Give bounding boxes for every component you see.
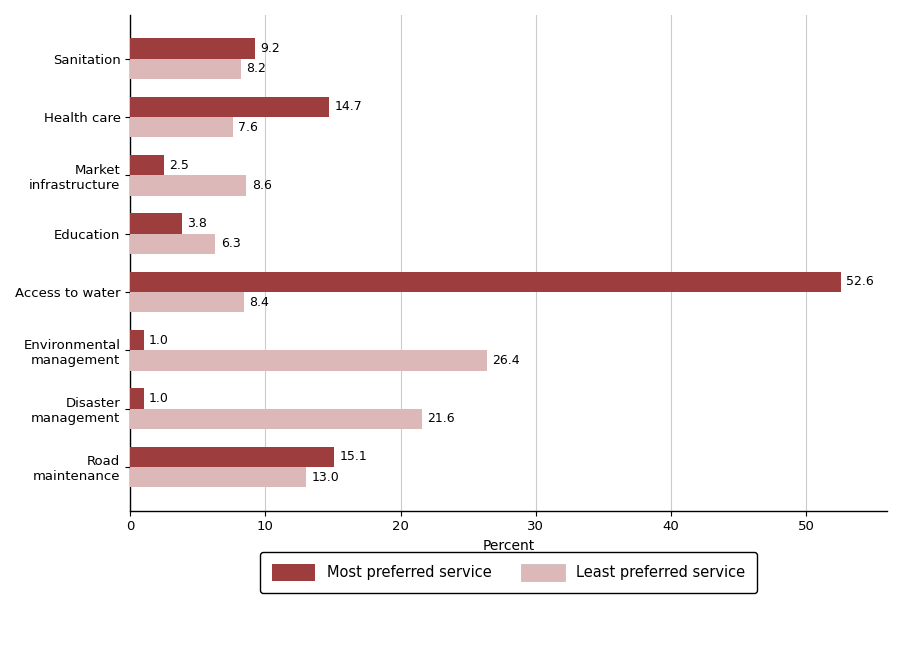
Bar — [130, 39, 254, 59]
Text: 14.7: 14.7 — [335, 100, 362, 113]
Bar — [130, 447, 335, 467]
Bar — [130, 176, 246, 196]
Bar — [130, 117, 233, 138]
Text: 6.3: 6.3 — [221, 237, 241, 250]
Text: 1.0: 1.0 — [149, 392, 169, 405]
Bar — [130, 409, 422, 429]
X-axis label: Percent: Percent — [483, 539, 535, 553]
Bar — [130, 292, 244, 312]
Text: 7.6: 7.6 — [238, 121, 258, 134]
Bar — [130, 214, 181, 234]
Text: 1.0: 1.0 — [149, 333, 169, 346]
Text: 9.2: 9.2 — [260, 42, 280, 55]
Bar — [130, 155, 164, 176]
Text: 26.4: 26.4 — [492, 354, 520, 367]
Text: 8.2: 8.2 — [246, 62, 266, 75]
Text: 8.6: 8.6 — [252, 179, 272, 192]
Bar — [130, 234, 216, 254]
Text: 13.0: 13.0 — [311, 471, 339, 483]
Text: 8.4: 8.4 — [249, 295, 269, 309]
Bar — [130, 350, 487, 371]
Bar — [130, 272, 841, 292]
Text: 15.1: 15.1 — [340, 450, 367, 463]
Legend: Most preferred service, Least preferred service: Most preferred service, Least preferred … — [260, 552, 757, 593]
Text: 52.6: 52.6 — [846, 275, 874, 288]
Bar — [130, 388, 143, 409]
Text: 3.8: 3.8 — [187, 217, 207, 230]
Bar — [130, 59, 241, 79]
Text: 2.5: 2.5 — [170, 159, 189, 172]
Bar — [130, 97, 329, 117]
Text: 21.6: 21.6 — [428, 412, 456, 425]
Bar — [130, 467, 306, 487]
Bar — [130, 330, 143, 350]
